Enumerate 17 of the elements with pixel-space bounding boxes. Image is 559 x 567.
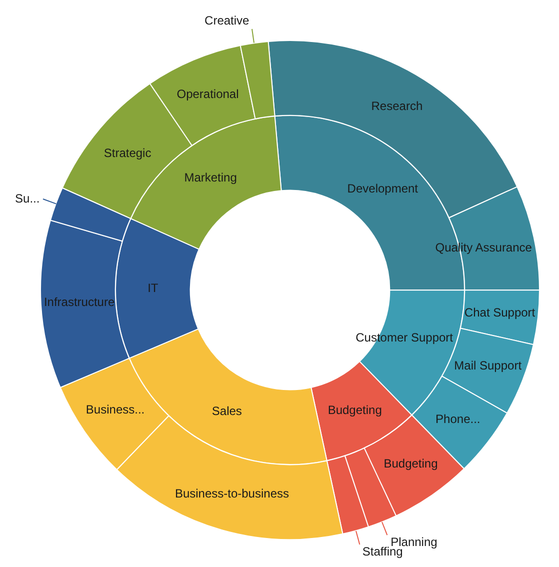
slice-label: Chat Support [464, 306, 536, 320]
slice-label: Marketing [184, 170, 237, 185]
slice-label: Mail Support [454, 358, 522, 373]
slice-label: Su... [15, 191, 40, 206]
slice-label: Budgeting [328, 403, 382, 418]
slice-label: Creative [204, 14, 250, 28]
slice-label: Development [347, 181, 419, 196]
slice-label: IT [148, 280, 159, 295]
slice-label: Business-to-business [174, 486, 290, 500]
slice-label: Infrastructure [44, 294, 115, 309]
slice-label: Budgeting [384, 456, 438, 471]
slice-label: Operational [176, 86, 239, 101]
slice-label: Business... [86, 402, 145, 416]
slice-label: Sales [212, 404, 242, 418]
slice-label: Phone... [436, 412, 480, 426]
slice-label: Strategic [104, 146, 152, 160]
slice-label: Research [371, 99, 423, 114]
